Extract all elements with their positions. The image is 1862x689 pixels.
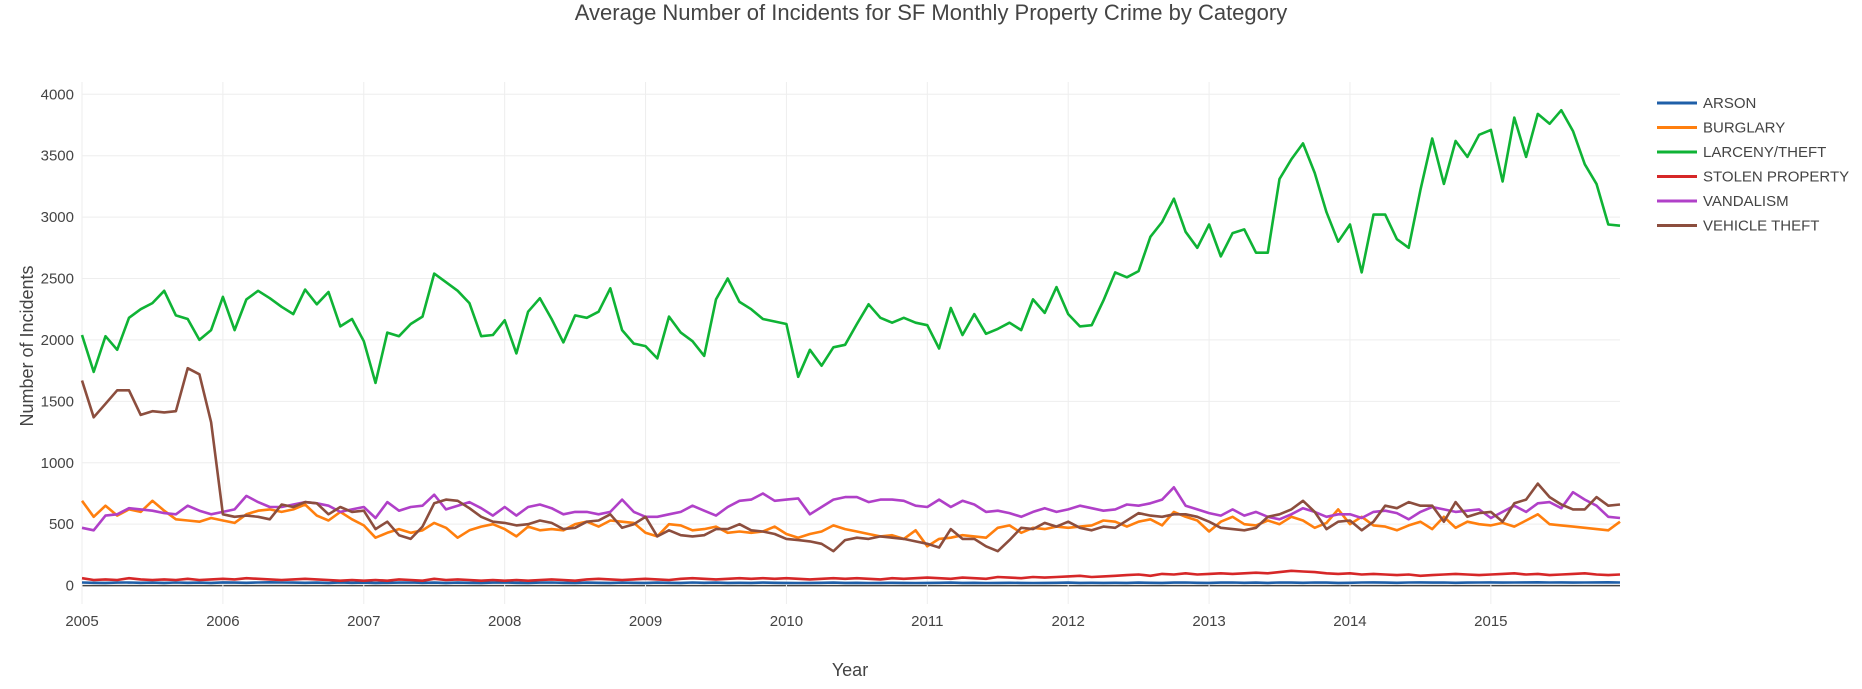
legend-label: ARSON [1703, 95, 1756, 112]
legend-item-vandalism[interactable]: VANDALISM [1657, 193, 1789, 210]
y-tick-label: 1500 [41, 393, 74, 410]
y-tick-label: 2000 [41, 332, 74, 349]
legend-label: STOLEN PROPERTY [1703, 169, 1849, 186]
y-tick-label: 1000 [41, 455, 74, 472]
x-tick-label: 2012 [1052, 613, 1085, 630]
legend-label: BURGLARY [1703, 120, 1785, 137]
x-tick-label: 2006 [206, 613, 239, 630]
x-tick-label: 2005 [65, 613, 98, 630]
y-tick-label: 4000 [41, 86, 74, 103]
legend-item-vehicle-theft[interactable]: VEHICLE THEFT [1657, 218, 1819, 235]
series-line-vehicle-theft [80, 366, 1621, 553]
legend-item-burglary[interactable]: BURGLARY [1657, 120, 1785, 137]
y-axis-label: Number of Incidents [17, 265, 37, 426]
series-line-vandalism [81, 485, 1621, 532]
chart-title: Average Number of Incidents for SF Month… [575, 0, 1287, 25]
x-axis-tick-labels: 2005 2006 2007 2008 2009 2010 2011 2012 2013 2014… [65, 613, 1507, 630]
y-tick-label: 2500 [41, 271, 74, 288]
legend-item-larceny-theft[interactable]: LARCENY/THEFT [1657, 144, 1826, 161]
legend-label: LARCENY/THEFT [1703, 144, 1826, 161]
legend-label: VEHICLE THEFT [1703, 218, 1819, 235]
legend-item-arson[interactable]: ARSON [1657, 95, 1756, 112]
y-tick-label: 500 [49, 516, 74, 533]
series-line-stolen-property [81, 569, 1621, 583]
series-line-larceny-theft [80, 108, 1621, 385]
x-tick-label: 2014 [1333, 613, 1366, 630]
series-lines [80, 108, 1621, 585]
x-tick-label: 2015 [1474, 613, 1507, 630]
y-tick-label: 3000 [41, 209, 74, 226]
x-tick-label: 2009 [629, 613, 662, 630]
x-tick-label: 2013 [1192, 613, 1225, 630]
x-tick-label: 2007 [347, 613, 380, 630]
x-tick-label: 2008 [488, 613, 521, 630]
legend-label: VANDALISM [1703, 193, 1789, 210]
x-tick-label: 2011 [911, 613, 943, 630]
series-line-arson [81, 580, 1621, 585]
legend: ARSON BURGLARY LARCENY/THEFT STOLEN PROPERT… [1657, 95, 1849, 235]
x-axis-label: Year [832, 660, 868, 680]
legend-item-stolen-property[interactable]: STOLEN PROPERTY [1657, 169, 1849, 186]
x-tick-label: 2010 [770, 613, 803, 630]
y-tick-label: 0 [66, 578, 74, 595]
y-axis-tick-labels: 0 500 1000 1500 2000 2500 3000 3500 4000 [41, 86, 74, 594]
y-tick-label: 3500 [41, 148, 74, 165]
grid [81, 82, 1620, 604]
